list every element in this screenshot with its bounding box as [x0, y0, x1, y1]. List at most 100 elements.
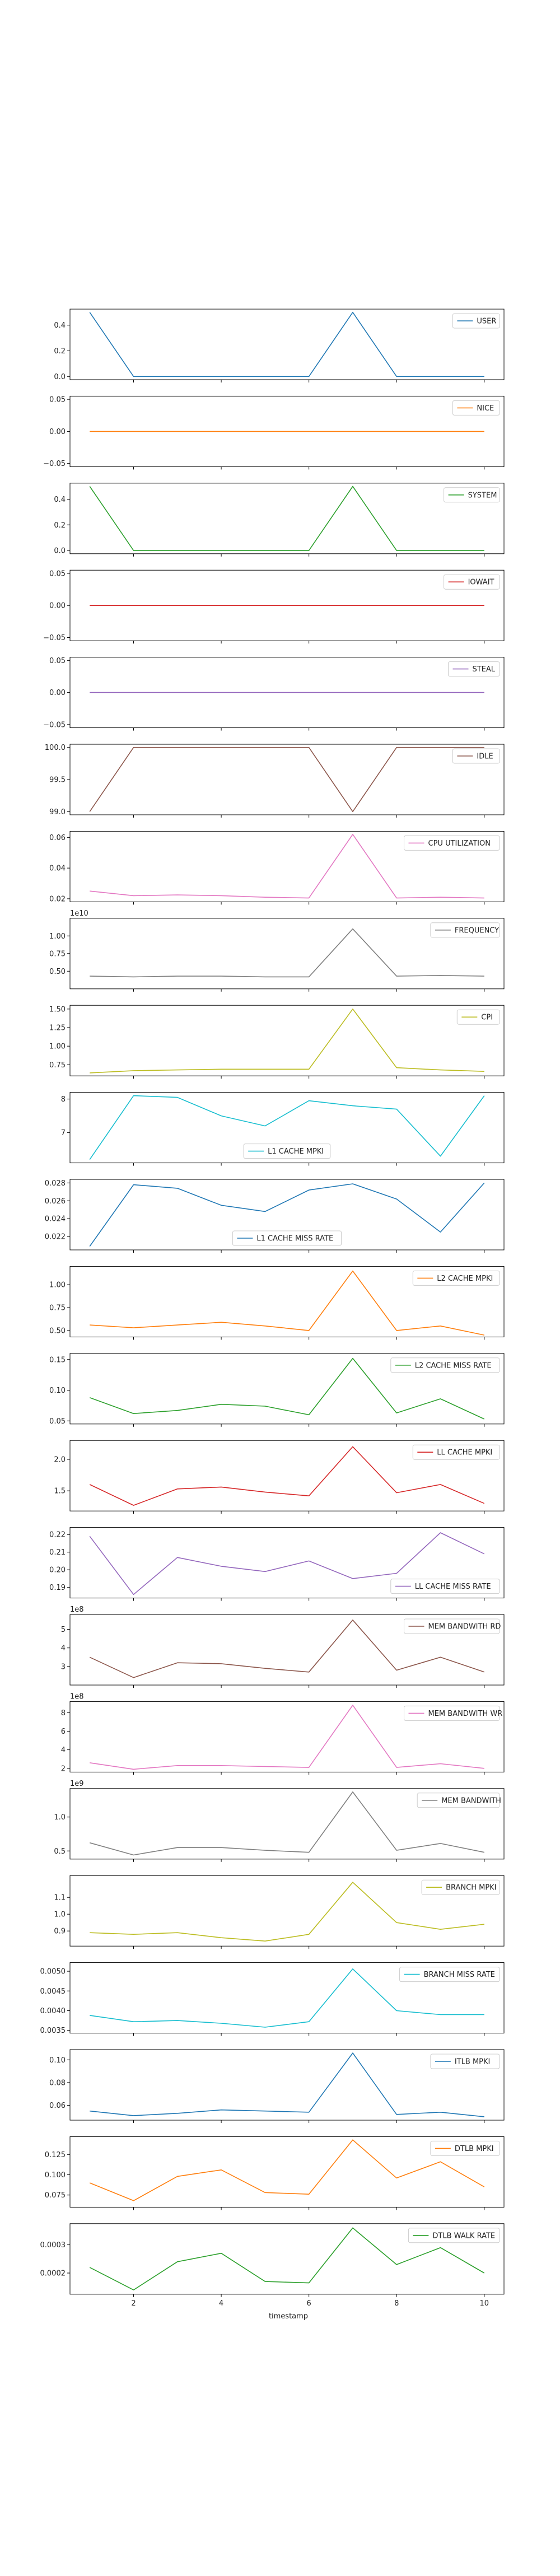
legend-label: L2 CACHE MPKI [437, 1275, 493, 1283]
subplot-cpu-utilization: 0.02 0.04 0.06 CPU UTILIZATION [49, 830, 505, 905]
axes-frame [69, 1875, 505, 1947]
subplot-branch-mpki: 0.9 1.0 1.1 BRANCH MPKI [54, 1875, 505, 1949]
y-tick-label: 0.0040 [40, 2007, 66, 2015]
series-line-dtlb-mpki [89, 2139, 485, 2201]
y-offset-label: 1e8 [70, 1606, 84, 1614]
y-tick-label: 0.08 [49, 2079, 66, 2087]
legend-label: IDLE [477, 753, 493, 761]
y-tick-label: 0.10 [49, 1387, 66, 1395]
x-tick-label: 4 [219, 2299, 223, 2308]
axes-frame [69, 2049, 505, 2121]
series-line-cpi [90, 1009, 484, 1074]
subplot-nice: −0.05 0.00 0.05 NICE [43, 396, 505, 470]
legend-itlb-mpki: ITLB MPKI [430, 2054, 500, 2069]
legend-box [412, 1270, 500, 1286]
y-tick-label: 0.0050 [40, 1968, 66, 1976]
y-tick-label: 0.0045 [40, 1987, 66, 1996]
legend-label: DTLB MPKI [455, 2145, 494, 2153]
y-tick-label: 1.00 [49, 932, 66, 941]
subplot-l1-cache-mpki: 7 8 L1 CACHE MPKI [61, 1092, 505, 1166]
y-tick-label: 100.0 [45, 744, 66, 752]
subplot-l2-cache-mpki: 0.50 0.75 1.00 L2 CACHE MPKI [49, 1266, 505, 1340]
series-line-system [89, 486, 484, 551]
y-tick-label: 8 [61, 1095, 66, 1104]
axes-frame [69, 2223, 505, 2295]
y-tick-label: 99.5 [49, 776, 66, 785]
legend-box [404, 1618, 500, 1634]
series-line-cpu-utilization [90, 834, 484, 899]
axes-frame [69, 483, 505, 554]
legend-label: CPU UTILIZATION [428, 839, 491, 848]
legend-l1-cache-miss-rate: L1 CACHE MISS RATE [232, 1230, 342, 1246]
y-tick-label: 0.02 [49, 895, 66, 903]
y-tick-label: 0.00 [49, 602, 66, 610]
legend-label: L1 CACHE MPKI [268, 1147, 324, 1156]
series-line-frequency [90, 928, 484, 978]
y-tick-label: 8 [61, 1709, 66, 1718]
x-tick-label: 8 [394, 2299, 399, 2308]
legend-label: IOWAIT [468, 578, 494, 587]
legend-label: MEM BANDWITH [441, 1796, 501, 1805]
y-tick-label: 0.75 [49, 1061, 66, 1070]
y-tick-label: 1.00 [49, 1043, 66, 1051]
y-tick-label: 0.75 [49, 950, 66, 958]
axes-frame [69, 1962, 505, 2034]
y-tick-label: 0.22 [49, 1531, 66, 1539]
y-tick-label: 1.0 [54, 1911, 66, 1919]
y-tick-label: 7 [61, 1129, 66, 1137]
legend-label: DTLB WALK RATE [432, 2232, 495, 2240]
y-tick-label: 1.0 [54, 1813, 66, 1822]
legend-label: ITLB MPKI [455, 2058, 490, 2066]
legend-iowait: IOWAIT [444, 574, 500, 590]
legend-box [417, 1793, 500, 1808]
subplot-l2-cache-miss-rate: 0.05 0.10 0.15 L2 CACHE MISS RATE [49, 1353, 505, 1427]
legend-dtlb-walk-rate: DTLB WALK RATE [408, 2228, 500, 2243]
subplot-ll-cache-miss-rate: 0.19 0.20 0.21 0.22 LL CACHE MISS RATE [49, 1527, 505, 1601]
legend-ll-cache-mpki: LL CACHE MPKI [412, 1444, 500, 1460]
y-tick-label: 0.026 [45, 1197, 66, 1206]
legend-box [430, 2140, 500, 2156]
legend-label: BRANCH MPKI [446, 1884, 496, 1892]
y-tick-label: 0.10 [49, 2056, 66, 2065]
series-line-l1-cache-mpki [89, 1095, 485, 1160]
legend-label: LL CACHE MPKI [437, 1449, 492, 1457]
series-line-branch-mpki [90, 1882, 484, 1942]
y-offset-label: 1e10 [70, 909, 88, 918]
legend-user: USER [452, 313, 500, 329]
y-tick-label: 5 [61, 1626, 66, 1634]
axes-frame [69, 1353, 505, 1425]
legend-box [408, 2228, 500, 2243]
y-tick-label: 0.20 [49, 1566, 66, 1575]
legend-ll-cache-miss-rate: LL CACHE MISS RATE [390, 1579, 500, 1594]
legend-box [452, 313, 500, 329]
legend-l2-cache-miss-rate: L2 CACHE MISS RATE [390, 1357, 500, 1373]
subplot-idle: 99.0 99.5 100.0 IDLE [45, 744, 505, 818]
subplot-user: 0.0 0.2 0.4 USER [54, 309, 505, 382]
y-tick-label: 4 [61, 1644, 66, 1653]
legend-label: STEAL [473, 665, 496, 674]
axes-frame [69, 830, 505, 902]
legend-box [448, 661, 500, 677]
legend-box [404, 1705, 500, 1721]
subplot-steal: −0.05 0.00 0.05 STEAL [43, 657, 505, 731]
y-tick-label: 0.125 [45, 2151, 66, 2159]
legend-label: MEM BANDWITH RD [428, 1623, 501, 1631]
y-tick-label: 0.9 [54, 1928, 66, 1936]
subplot-iowait: −0.05 0.00 0.05 IOWAIT [43, 570, 505, 644]
y-tick-label: −0.05 [43, 460, 66, 468]
legend-frequency: FREQUENCY [430, 922, 500, 938]
x-axis-label: timestamp [269, 2312, 308, 2321]
y-tick-label: 1.25 [49, 1024, 66, 1032]
y-tick-label: 0.0002 [40, 2270, 66, 2278]
legend-label: LL CACHE MISS RATE [415, 1583, 491, 1591]
legend-label: USER [477, 318, 496, 326]
y-tick-label: 0.05 [49, 657, 66, 665]
axes-frame [69, 2136, 505, 2208]
legend-label: SYSTEM [468, 491, 497, 500]
subplot-branch-miss-rate: 0.0035 0.0040 0.0045 0.0050 BRANCH MISS RATE [40, 1962, 505, 2036]
legend-box [452, 748, 500, 764]
legend-l1-cache-mpki: L1 CACHE MPKI [243, 1144, 331, 1159]
legend-branch-miss-rate: BRANCH MISS RATE [399, 1967, 500, 1982]
legend-label: MEM BANDWITH WR [428, 1710, 503, 1718]
y-tick-label: 0.0003 [40, 2241, 66, 2250]
